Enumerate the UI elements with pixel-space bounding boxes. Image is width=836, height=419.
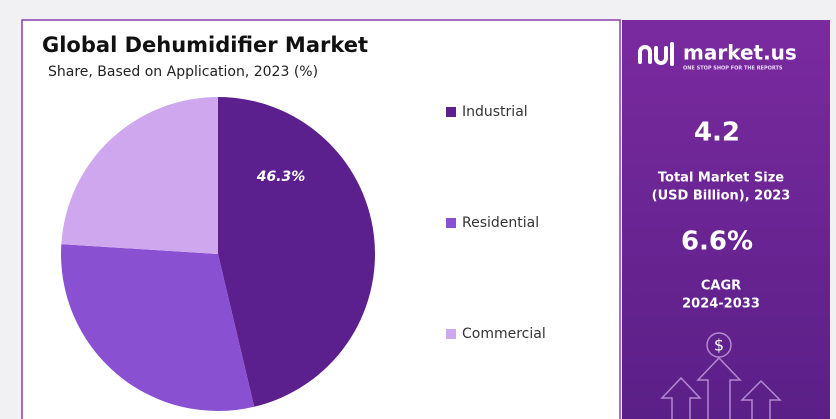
legend-label: Residential: [462, 215, 539, 231]
chart-title: Global Dehumidifier Market: [42, 33, 368, 57]
legend: Industrial Residential Commercial: [446, 104, 546, 342]
legend-swatch: [446, 107, 456, 117]
side-panel: [622, 20, 830, 419]
market-size-label: Total Market Size: [658, 171, 784, 186]
brand-logo: [638, 42, 674, 66]
legend-swatch: [446, 218, 456, 228]
data-label: 46.3%: [256, 169, 306, 185]
cagr-period: 2024-2033: [682, 297, 760, 312]
market-size-label: (USD Billion), 2023: [652, 189, 791, 204]
side-arrows: [660, 332, 782, 419]
pie-slice: [61, 96, 219, 254]
market-size: 4.2: [694, 118, 740, 148]
pie-slice: [61, 244, 255, 411]
tagline: ONE STOP SHOP FOR THE REPORTS: [683, 66, 783, 72]
cagr-label: CAGR: [701, 279, 741, 294]
chart-subtitle: Share, Based on Application, 2023 (%): [48, 64, 318, 80]
pie-slice: [218, 97, 376, 407]
brand: market.us: [683, 41, 797, 65]
legend-label: Commercial: [462, 326, 546, 342]
legend-label: Industrial: [462, 104, 528, 120]
currency-icon: $: [714, 336, 724, 355]
cagr: 6.6%: [681, 227, 753, 257]
legend-swatch: [446, 329, 456, 339]
pie: 46.3%: [61, 96, 376, 411]
